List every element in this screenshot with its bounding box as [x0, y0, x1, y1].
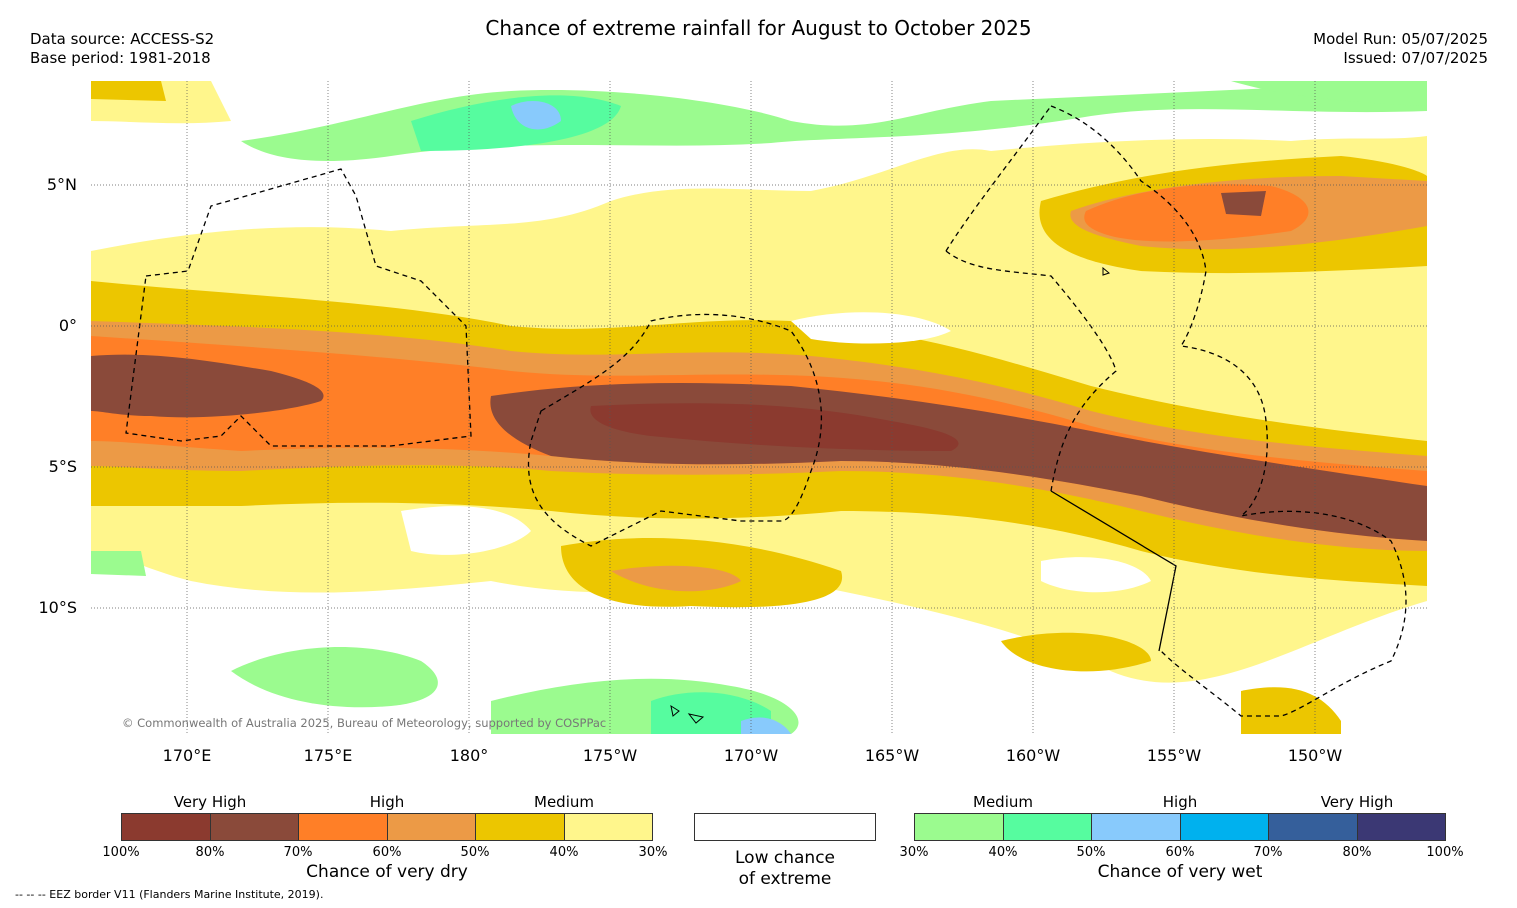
model-run-text: Model Run: 05/07/2025 — [1313, 30, 1488, 48]
wet-group-very-high: Very High — [1320, 793, 1394, 811]
dry-tick: 30% — [638, 845, 668, 860]
lon-label: 155°W — [1146, 746, 1202, 765]
dry-group-very-high: Very High — [173, 793, 247, 811]
dry-tick: 60% — [372, 845, 402, 860]
low-chance-caption: Low chance of extreme — [694, 848, 876, 890]
data-source-text: Data source: ACCESS-S2 — [30, 30, 215, 48]
low-chance-line2: of extreme — [738, 869, 832, 889]
header-right: Model Run: 05/07/2025 Issued: 07/07/2025 — [1313, 30, 1488, 68]
lon-label: 150°W — [1287, 746, 1343, 765]
header-left: Data source: ACCESS-S2 Base period: 1981… — [30, 30, 214, 68]
wet-swatch — [1357, 813, 1446, 841]
lon-label: 170°E — [162, 746, 212, 765]
map-title: Chance of extreme rainfall for August to… — [485, 16, 1032, 40]
wet-swatch — [1180, 813, 1270, 841]
dry-caption: Chance of very dry — [306, 862, 468, 882]
wet-tick: 30% — [899, 845, 929, 860]
base-period-text: Base period: 1981-2018 — [30, 49, 211, 67]
dry-swatch — [387, 813, 477, 841]
lon-label: 170°W — [723, 746, 779, 765]
lon-label: 175°E — [303, 746, 353, 765]
dry-tick: 40% — [549, 845, 579, 860]
dry-tick: 80% — [195, 845, 225, 860]
dry-tick: 50% — [460, 845, 490, 860]
dry-swatch — [475, 813, 565, 841]
dry-tick: 70% — [283, 845, 313, 860]
lon-label: 160°W — [1005, 746, 1061, 765]
wet-swatch — [1003, 813, 1093, 841]
lat-label-10s: 10°S — [38, 598, 77, 617]
lon-label: 165°W — [864, 746, 920, 765]
wet-group-high: High — [1162, 793, 1198, 811]
eez-borders — [125, 105, 1407, 717]
issued-text: Issued: 07/07/2025 — [1343, 49, 1488, 67]
dry-swatch — [210, 813, 300, 841]
lon-label: 180° — [449, 746, 489, 765]
dry-tick: 100% — [102, 845, 140, 860]
wet-swatch — [1268, 813, 1358, 841]
dry-group-medium: Medium — [534, 793, 594, 811]
low-chance-swatch — [694, 813, 876, 841]
dry-swatch — [121, 813, 211, 841]
lon-label: 175°W — [582, 746, 638, 765]
rainfall-map — [91, 81, 1427, 734]
dry-swatch — [298, 813, 388, 841]
wet-caption: Chance of very wet — [1097, 862, 1263, 882]
wet-tick: 50% — [1076, 845, 1106, 860]
wet-tick: 70% — [1253, 845, 1283, 860]
dry-group-high: High — [369, 793, 405, 811]
wet-tick: 60% — [1165, 845, 1195, 860]
wet-group-medium: Medium — [973, 793, 1033, 811]
lat-label-5s: 5°S — [48, 457, 77, 476]
wet-colorbar — [914, 813, 1446, 841]
graticule — [91, 81, 1427, 734]
copyright-text: © Commonwealth of Australia 2025, Bureau… — [122, 716, 607, 730]
eez-footnote: -- -- -- EEZ border V11 (Flanders Marine… — [15, 888, 324, 901]
low-chance-line1: Low chance — [735, 848, 835, 868]
wet-swatch — [914, 813, 1004, 841]
eez-solid-border — [1050, 490, 1177, 652]
wet-tick: 80% — [1342, 845, 1372, 860]
dry-colorbar — [121, 813, 653, 841]
wet-tick: 40% — [988, 845, 1018, 860]
lat-label-5n: 5°N — [46, 175, 77, 194]
wet-swatch — [1091, 813, 1181, 841]
dry-swatch — [564, 813, 653, 841]
wet-tick: 100% — [1426, 845, 1464, 860]
islands — [670, 266, 1111, 724]
lat-label-0: 0° — [58, 316, 77, 335]
